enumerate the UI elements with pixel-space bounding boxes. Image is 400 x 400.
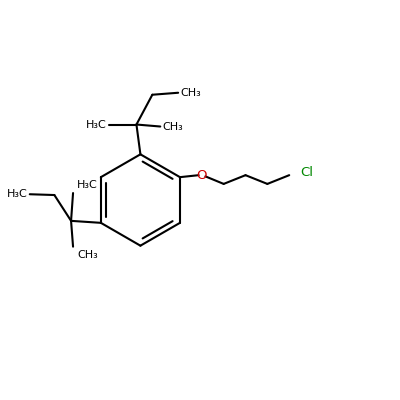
Text: CH₃: CH₃ — [162, 122, 183, 132]
Text: CH₃: CH₃ — [77, 250, 98, 260]
Text: H₃C: H₃C — [86, 120, 107, 130]
Text: Cl: Cl — [300, 166, 313, 179]
Text: H₃C: H₃C — [7, 189, 28, 199]
Text: H₃C: H₃C — [77, 180, 98, 190]
Text: CH₃: CH₃ — [180, 88, 201, 98]
Text: O: O — [196, 169, 207, 182]
